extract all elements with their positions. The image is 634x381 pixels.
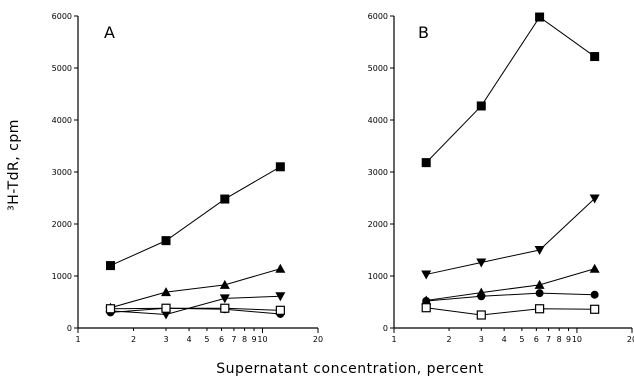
y-tick-label: 3000 — [368, 168, 388, 177]
series-line-open-square — [426, 307, 595, 316]
data-point-filled-triangle-up — [589, 263, 600, 273]
y-tick-label: 3000 — [52, 168, 72, 177]
y-tick-label: 6000 — [52, 12, 72, 21]
y-tick-label: 2000 — [368, 220, 388, 229]
y-tick-label: 1000 — [368, 272, 388, 281]
x-tick-label: 8 — [242, 335, 247, 344]
data-point-filled-square — [105, 261, 115, 271]
data-point-filled-square — [220, 194, 230, 204]
data-point-filled-triangle-down — [534, 246, 545, 255]
y-tick-label: 0 — [67, 324, 72, 333]
x-tick-label: 2 — [447, 335, 452, 344]
x-tick-label: 7 — [546, 335, 551, 344]
data-point-filled-triangle-down — [219, 294, 230, 304]
data-point-open-square — [220, 303, 230, 313]
x-tick-label: 1 — [75, 335, 80, 344]
x-tick-label: 3 — [479, 335, 484, 344]
data-point-open-square — [534, 304, 545, 314]
x-tick-label: 20 — [627, 335, 634, 344]
data-point-filled-square — [421, 158, 431, 168]
x-tick-label: 10 — [572, 335, 582, 344]
x-axis-title: Supernatant concentration, percent — [216, 361, 484, 377]
data-point-filled-triangle-up — [161, 287, 172, 297]
data-point-open-square — [105, 304, 116, 314]
data-point-open-square — [161, 303, 171, 313]
series-line-filled-triangle-up — [426, 268, 595, 301]
x-tick-label: 6 — [534, 335, 539, 344]
data-point-open-square — [275, 305, 285, 315]
data-point-filled-circle — [422, 296, 431, 305]
y-tick-label: 6000 — [368, 12, 388, 21]
series-line-open-square — [110, 307, 281, 311]
x-tick-label: 8 — [557, 335, 562, 344]
panel-letter: A — [104, 23, 115, 42]
data-point-filled-triangle-up — [275, 263, 286, 273]
data-point-filled-circle — [535, 289, 544, 298]
x-tick-label: 4 — [187, 335, 192, 344]
panel-letter: B — [418, 23, 429, 42]
x-tick-label: 5 — [519, 335, 524, 344]
data-point-filled-triangle-up — [219, 279, 230, 289]
data-point-filled-square — [275, 162, 285, 172]
data-point-filled-square — [535, 12, 545, 22]
series-line-filled-square — [425, 16, 595, 163]
data-point-filled-triangle-down — [589, 194, 600, 204]
series-line-filled-circle — [110, 307, 281, 315]
x-tick-label: 5 — [204, 335, 209, 344]
x-tick-label: 6 — [219, 335, 224, 344]
x-tick-label: 4 — [502, 335, 507, 344]
x-tick-label: 1 — [391, 335, 396, 344]
data-point-open-square — [590, 304, 600, 314]
y-tick-label: 5000 — [52, 64, 72, 73]
y-tick-label: 2000 — [52, 220, 72, 229]
y-tick-label: 0 — [383, 324, 388, 333]
x-tick-label: 9 — [566, 335, 571, 344]
x-tick-label: 7 — [231, 335, 236, 344]
data-point-open-square — [476, 310, 486, 320]
x-tick-label: 20 — [313, 335, 323, 344]
x-tick-label: 10 — [257, 335, 267, 344]
x-tick-label: 3 — [163, 335, 168, 344]
data-point-filled-circle — [477, 292, 486, 301]
data-point-filled-triangle-down — [275, 292, 286, 302]
data-point-filled-triangle-down — [476, 258, 487, 268]
series-line-filled-triangle-down — [426, 198, 596, 275]
data-point-filled-square — [161, 236, 171, 246]
data-point-filled-triangle-up — [534, 279, 545, 289]
data-point-filled-triangle-down — [421, 270, 432, 280]
y-tick-label: 4000 — [52, 116, 72, 125]
y-tick-label: 4000 — [368, 116, 388, 125]
data-point-open-square — [421, 303, 431, 313]
data-point-filled-square — [590, 52, 600, 62]
series-line-filled-circle — [426, 292, 595, 302]
y-tick-label: 5000 — [368, 64, 388, 73]
y-axis-title: ³H-TdR, cpm — [6, 119, 22, 211]
data-point-filled-square — [476, 101, 486, 111]
y-tick-label: 1000 — [52, 272, 72, 281]
x-tick-label: 9 — [251, 335, 256, 344]
series-line-filled-triangle-up — [110, 268, 281, 309]
series-line-filled-triangle-down — [110, 295, 281, 315]
data-point-filled-circle — [590, 290, 599, 299]
panel-a: 0 1000 2000 3000 4000 5000 6000 1 2 3 4 5 6 7 8 9 10 20 A — [52, 12, 323, 344]
x-tick-label: 2 — [131, 335, 136, 344]
series-line-filled-square — [110, 166, 281, 267]
